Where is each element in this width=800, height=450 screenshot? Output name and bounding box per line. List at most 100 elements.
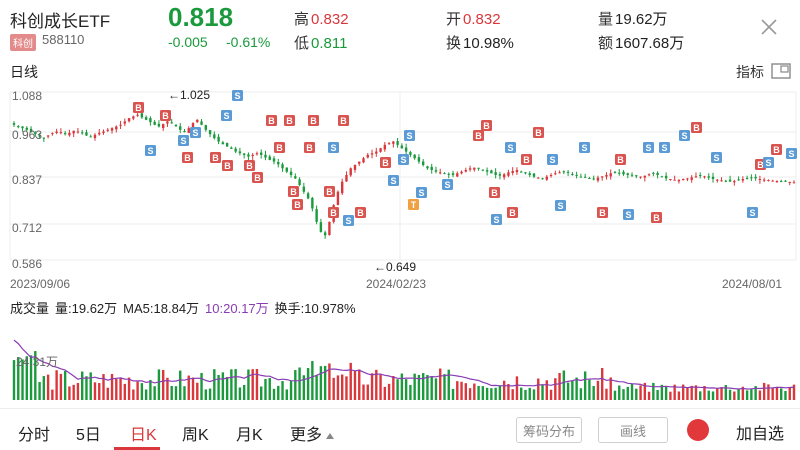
marker-letter: S (749, 208, 755, 218)
candle-body (490, 170, 493, 174)
volume-bar (673, 384, 676, 400)
expand-icon[interactable] (770, 62, 792, 80)
marker-letter: S (681, 131, 687, 141)
candle-body (456, 173, 459, 177)
volume-bar (89, 372, 92, 400)
candle-body (686, 178, 689, 180)
sell-marker (711, 152, 722, 163)
volume-bar (353, 370, 357, 400)
candle-body (119, 124, 122, 126)
buy-marker (338, 115, 349, 126)
sell-marker (555, 200, 566, 211)
volume-bar (652, 382, 655, 400)
candle-body (532, 173, 536, 177)
candle-body (767, 180, 770, 182)
tab-intraday[interactable]: 分时 (18, 427, 51, 444)
volume-bar (383, 386, 387, 400)
marker-letter: B (340, 116, 347, 126)
volume-bar (21, 359, 24, 400)
volume-bar (767, 384, 770, 400)
candle-body (200, 121, 203, 125)
tab-monthly-k[interactable]: 月K (236, 427, 263, 444)
candle-body (110, 128, 114, 131)
volume-bar (306, 368, 310, 400)
board-badge: 科创 (10, 34, 36, 51)
candle-body (349, 168, 352, 176)
candle-body (762, 179, 766, 181)
volume-bar (277, 385, 280, 400)
volume-bar (72, 384, 75, 400)
candle-body (247, 154, 250, 157)
buy-marker (324, 186, 335, 197)
volume-bar (745, 390, 749, 400)
candle-body (558, 172, 561, 174)
candle-body (179, 126, 182, 130)
candle-body (102, 131, 105, 134)
buy-marker (328, 207, 339, 218)
volume-bar (230, 369, 233, 400)
volume-bar (711, 391, 715, 400)
marker-letter: B (693, 123, 700, 133)
candle-body (613, 171, 617, 173)
volume-bar (532, 389, 536, 400)
volume-bar (208, 388, 212, 400)
candle-body (566, 171, 570, 173)
candle-body (643, 175, 647, 178)
tab-5day[interactable]: 5日 (76, 427, 101, 444)
stat-open-value: 0.832 (463, 11, 501, 28)
candle-body (106, 129, 109, 131)
y-tick-label: 0.963 (12, 128, 42, 142)
add-watchlist-button[interactable]: 加自选 (736, 426, 785, 443)
candle-body (319, 222, 323, 232)
candle-body (541, 178, 544, 180)
candle-body (775, 181, 779, 183)
candle-body (498, 174, 502, 176)
chip-distribution-button[interactable]: 筹码分布 (516, 417, 582, 443)
buy-marker (292, 199, 303, 210)
candle-body (652, 172, 655, 174)
volume-bar (268, 378, 271, 400)
volume-bar (302, 375, 306, 400)
volume-bar (775, 386, 779, 400)
record-icon[interactable] (687, 419, 709, 441)
candle-body (460, 171, 463, 174)
volume-chart[interactable]: 24.31万 (0, 316, 800, 404)
tab-daily-k[interactable]: 日K (130, 427, 157, 444)
volume-bar (485, 387, 489, 400)
stat-amount-value: 1607.68万 (615, 35, 685, 52)
volume-bar (319, 366, 323, 400)
candle-body (699, 175, 702, 177)
volume-bar (660, 384, 664, 400)
tab-weekly-k[interactable]: 周K (182, 427, 209, 444)
candle-body (409, 152, 412, 155)
marker-letter: B (523, 155, 530, 165)
marker-letter: B (306, 143, 313, 153)
volume-bar (443, 374, 446, 400)
volume-bar (737, 388, 740, 400)
candle-body (417, 157, 421, 162)
tab-more[interactable]: 更多 (290, 421, 335, 445)
y-tick-label: 0.712 (12, 221, 42, 235)
candle-body (34, 132, 37, 135)
volume-bar (289, 380, 293, 400)
volume-bar (375, 369, 378, 400)
candle-body (784, 180, 787, 182)
marker-letter: S (645, 143, 651, 153)
sell-marker (398, 154, 409, 165)
candle-body (592, 178, 595, 180)
candle-body (204, 125, 208, 130)
volume-bar (468, 388, 472, 400)
draw-line-button[interactable]: 画线 (598, 417, 668, 443)
close-icon[interactable] (758, 16, 780, 38)
candle-body (664, 175, 668, 179)
candle-body (468, 168, 472, 170)
volume-bar (643, 382, 647, 400)
sell-marker (491, 214, 502, 225)
indicator-button[interactable]: 指标 (736, 64, 764, 80)
x-tick-label: 2023/09/06 (10, 277, 70, 291)
buy-marker (615, 154, 626, 165)
volume-bar (332, 377, 335, 400)
candle-body (660, 176, 664, 178)
volume-bar (780, 388, 783, 400)
